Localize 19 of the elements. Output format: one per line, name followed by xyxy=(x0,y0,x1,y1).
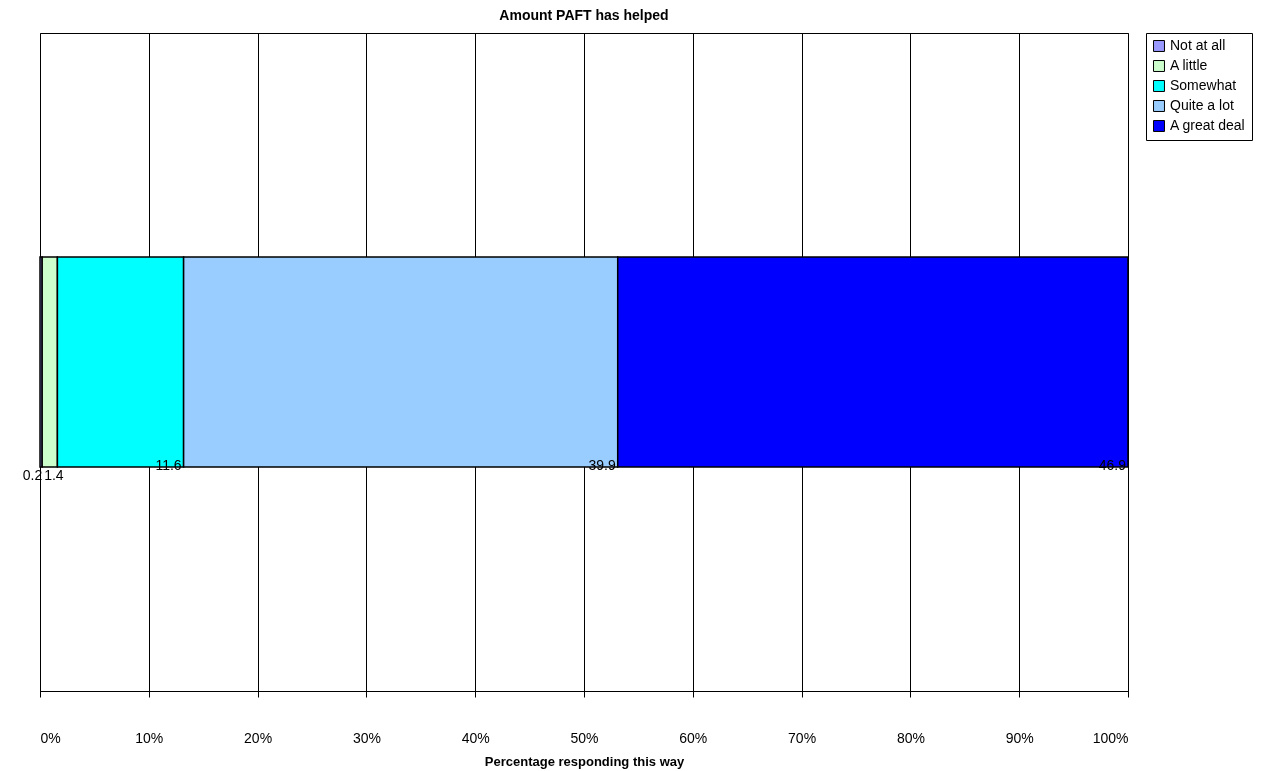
x-tick-label: 60% xyxy=(679,729,708,746)
legend-label: A great deal xyxy=(1170,117,1245,133)
legend-label: A little xyxy=(1170,57,1208,73)
x-axis-title: Percentage responding this way xyxy=(484,753,685,769)
x-tick-label: 80% xyxy=(896,729,925,746)
data-label: 1.4 xyxy=(44,467,64,483)
x-tick-label: 50% xyxy=(570,729,599,746)
x-tick-label: 0% xyxy=(40,729,61,746)
x-tick-label: 40% xyxy=(461,729,490,746)
x-tick-label: 90% xyxy=(1005,729,1034,746)
x-tick-label: 10% xyxy=(135,729,164,746)
x-tick-label: 70% xyxy=(788,729,817,746)
legend-label: Quite a lot xyxy=(1170,97,1234,113)
x-tick-label: 20% xyxy=(244,729,273,746)
chart-title: Amount PAFT has helped xyxy=(499,6,669,23)
legend-label: Not at all xyxy=(1170,37,1226,53)
x-tick-label: 30% xyxy=(352,729,381,746)
legend-label: Somewhat xyxy=(1170,77,1237,93)
x-tick-label: 100% xyxy=(1092,729,1129,746)
